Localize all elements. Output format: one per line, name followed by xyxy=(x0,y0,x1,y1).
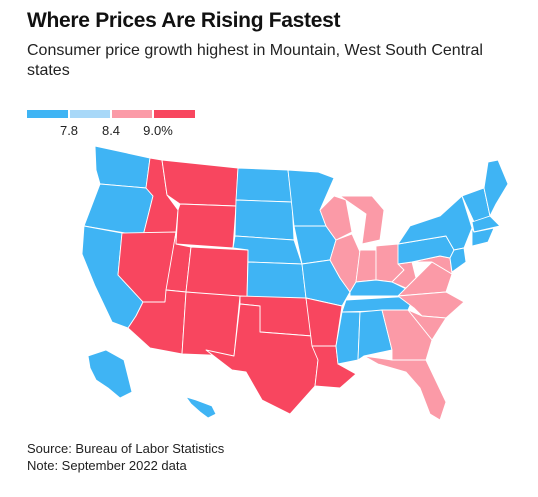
region-east-north-central xyxy=(319,195,405,293)
legend-bin-4 xyxy=(153,110,195,118)
state-indiana xyxy=(355,249,377,283)
state-mississippi xyxy=(335,311,361,365)
legend-break-tick xyxy=(152,110,154,118)
state-south-dakota xyxy=(234,199,295,241)
region-mountain xyxy=(117,157,249,357)
state-kentucky xyxy=(349,279,409,297)
state-texas xyxy=(205,303,319,415)
legend-break-tick xyxy=(110,110,112,118)
source-note: Source: Bureau of Labor Statistics xyxy=(27,441,225,456)
state-new-mexico xyxy=(181,291,241,357)
state-washington xyxy=(94,145,151,189)
data-note: Note: September 2022 data xyxy=(27,458,187,473)
region-middle-atlantic xyxy=(397,195,473,273)
state-florida xyxy=(363,355,447,421)
state-montana xyxy=(161,159,239,207)
region-pacific xyxy=(81,145,217,419)
region-new-england xyxy=(461,159,509,247)
state-hawaii xyxy=(185,396,217,419)
state-alabama xyxy=(357,309,393,361)
legend-bin-1 xyxy=(27,110,69,118)
state-wisconsin xyxy=(319,195,353,241)
us-map xyxy=(81,145,509,421)
state-connecticut-rhode-island xyxy=(471,227,495,247)
state-wyoming xyxy=(175,203,237,249)
chart-footer: Source: Bureau of Labor Statistics Note:… xyxy=(27,440,224,474)
state-kansas xyxy=(246,261,307,299)
region-east-south-central xyxy=(335,279,415,365)
state-alaska xyxy=(87,349,133,399)
legend-label-8-4: 8.4 xyxy=(101,123,121,138)
region-west-north-central xyxy=(232,167,351,307)
state-michigan xyxy=(339,195,385,245)
legend-bin-2 xyxy=(69,110,111,118)
state-colorado xyxy=(185,246,249,299)
state-arkansas xyxy=(305,297,343,347)
region-south-atlantic xyxy=(363,255,465,421)
legend-bin-3 xyxy=(111,110,153,118)
legend-label-7-8: 7.8 xyxy=(59,123,79,138)
state-massachusetts xyxy=(471,215,501,233)
legend-break-tick xyxy=(68,110,70,118)
state-new-jersey xyxy=(449,247,467,273)
legend-label-9-0: 9.0% xyxy=(143,123,173,138)
region-west-south-central xyxy=(205,295,357,415)
color-legend: 7.8 8.4 9.0% xyxy=(27,110,195,140)
chart-subtitle: Consumer price growth highest in Mountai… xyxy=(27,42,483,79)
chart-title: Where Prices Are Rising Fastest xyxy=(27,9,341,32)
state-north-dakota xyxy=(235,167,293,203)
